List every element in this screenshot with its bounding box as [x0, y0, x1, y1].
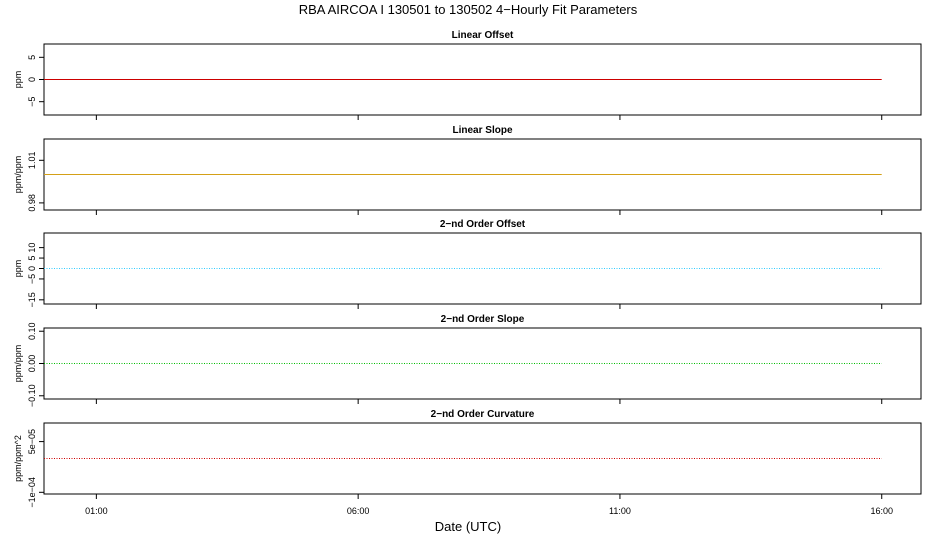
- y-tick-label: 5: [27, 256, 37, 261]
- panel-3: 2−nd Order Offset ppm −15 −5 0 5 10: [13, 219, 922, 309]
- x-tick-label: 16:00: [870, 506, 893, 516]
- y-tick-label: 10: [27, 243, 37, 253]
- panels: Linear Offset ppm −5 0 5 Linear Slope ppm/ppm 0…: [13, 30, 922, 508]
- x-axis: 01:00 06:00 11:00 16:00: [85, 506, 893, 516]
- y-tick-label: 0.98: [27, 194, 37, 212]
- panel-2: Linear Slope ppm/ppm 0.98 1.01: [13, 125, 922, 215]
- y-tick-label: 0.00: [27, 355, 37, 373]
- panel-4: 2−nd Order Slope ppm/ppm −0.10 0.00 0.10: [13, 314, 922, 407]
- x-axis-label: Date (UTC): [435, 519, 501, 534]
- panel-title: Linear Slope: [452, 125, 512, 136]
- y-tick-label: −5: [27, 97, 37, 107]
- y-tick-label: 5: [27, 55, 37, 60]
- x-tick-label: 06:00: [347, 506, 370, 516]
- panel-title: Linear Offset: [452, 30, 514, 41]
- y-tick-label: 0: [27, 266, 37, 271]
- panel-title: 2−nd Order Slope: [441, 314, 525, 325]
- y-axis-label: ppm/ppm^2: [13, 435, 23, 482]
- x-tick-label: 01:00: [85, 506, 108, 516]
- y-tick-label: −0.10: [27, 384, 37, 407]
- y-axis-label: ppm/ppm: [13, 156, 23, 194]
- x-tick-label: 11:00: [609, 506, 631, 516]
- y-tick-label: 5e−05: [27, 429, 37, 454]
- figure-title: RBA AIRCOA I 130501 to 130502 4−Hourly F…: [299, 2, 638, 17]
- panel-5: 2−nd Order Curvature ppm/ppm^2 −1e−04 5e−05: [13, 409, 922, 508]
- panel-title: 2−nd Order Offset: [440, 219, 526, 230]
- panel-title: 2−nd Order Curvature: [431, 409, 535, 420]
- y-tick-label: −5: [27, 274, 37, 284]
- panel-1: Linear Offset ppm −5 0 5: [13, 30, 922, 120]
- y-axis-label: ppm: [13, 71, 23, 89]
- y-tick-label: −1e−04: [27, 477, 37, 508]
- y-tick-label: 0: [27, 77, 37, 82]
- y-tick-label: 1.01: [27, 152, 37, 170]
- y-axis-label: ppm/ppm: [13, 345, 23, 383]
- y-tick-label: −15: [27, 292, 37, 307]
- y-tick-label: 0.10: [27, 322, 37, 340]
- y-axis-label: ppm: [13, 260, 23, 278]
